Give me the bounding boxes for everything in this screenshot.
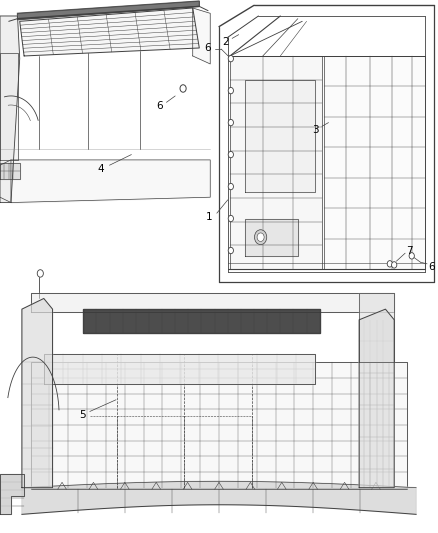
Polygon shape: [11, 160, 210, 203]
Text: 3: 3: [312, 125, 319, 135]
Polygon shape: [245, 219, 298, 256]
Circle shape: [228, 87, 233, 94]
Polygon shape: [18, 1, 199, 20]
Polygon shape: [359, 309, 394, 488]
Polygon shape: [210, 0, 438, 282]
Polygon shape: [83, 309, 320, 333]
Text: 4: 4: [97, 164, 104, 174]
Circle shape: [228, 183, 233, 190]
Polygon shape: [0, 474, 24, 514]
Polygon shape: [193, 8, 210, 64]
Circle shape: [228, 247, 233, 254]
Circle shape: [387, 261, 392, 267]
Circle shape: [228, 151, 233, 158]
Text: 2: 2: [223, 37, 230, 47]
Polygon shape: [324, 56, 425, 269]
Polygon shape: [31, 362, 407, 488]
Polygon shape: [0, 266, 438, 533]
Text: 7: 7: [406, 246, 413, 255]
Polygon shape: [22, 481, 416, 514]
Circle shape: [228, 215, 233, 222]
Polygon shape: [0, 53, 18, 160]
Polygon shape: [230, 56, 322, 269]
Text: 6: 6: [428, 262, 435, 271]
Polygon shape: [0, 16, 20, 203]
Text: 6: 6: [205, 43, 212, 53]
Circle shape: [228, 119, 233, 126]
Circle shape: [257, 233, 264, 241]
Circle shape: [392, 262, 397, 268]
Text: 6: 6: [156, 101, 163, 110]
Polygon shape: [0, 163, 20, 179]
Circle shape: [180, 85, 186, 92]
Text: 1: 1: [206, 213, 213, 222]
Polygon shape: [0, 0, 219, 266]
Circle shape: [409, 253, 414, 259]
Polygon shape: [44, 354, 315, 384]
Text: 5: 5: [79, 410, 86, 419]
Circle shape: [37, 270, 43, 277]
Polygon shape: [31, 293, 394, 312]
Circle shape: [228, 55, 233, 62]
Polygon shape: [22, 298, 53, 488]
Polygon shape: [245, 80, 315, 192]
Circle shape: [254, 230, 267, 245]
Polygon shape: [359, 293, 394, 362]
Polygon shape: [20, 8, 199, 56]
